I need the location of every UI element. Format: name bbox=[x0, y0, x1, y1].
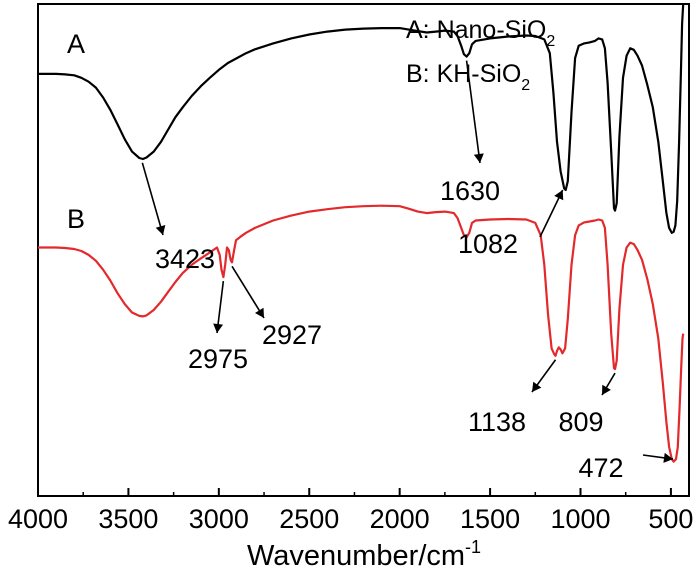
annotation-1630: 1630 bbox=[440, 60, 500, 206]
x-axis-tick-labels: 4000 3500 3000 2500 2000 1500 1000 500 bbox=[8, 504, 693, 534]
series-b-line bbox=[38, 204, 685, 463]
legend-entry-b: B: KH-SiO2 bbox=[406, 60, 530, 94]
annotation-label-472: 472 bbox=[578, 453, 623, 483]
x-tick-label-500: 500 bbox=[648, 504, 693, 534]
annotation-label-1138: 1138 bbox=[468, 407, 526, 437]
annotation-arrow-1630 bbox=[465, 60, 481, 164]
peak-annotations: 3423 1630 1082 2975 2927 1138 809 472 bbox=[141, 60, 674, 483]
annotation-label-1082: 1082 bbox=[458, 229, 518, 259]
series-a-line bbox=[38, 3, 685, 234]
annotation-arrowhead-472 bbox=[663, 452, 673, 463]
curve-label-b: B bbox=[67, 204, 85, 234]
annotation-label-2975: 2975 bbox=[188, 344, 248, 374]
curve-label-a: A bbox=[67, 29, 85, 59]
annotation-1138: 1138 bbox=[468, 359, 557, 437]
annotation-arrow-2927 bbox=[231, 265, 265, 319]
annotation-label-1630: 1630 bbox=[440, 176, 500, 206]
x-tick-label-4000: 4000 bbox=[8, 504, 68, 534]
annotation-809: 809 bbox=[558, 372, 616, 437]
x-tick-label-1500: 1500 bbox=[460, 504, 520, 534]
legend-entry-a: A: Nano-SiO2 bbox=[406, 16, 555, 50]
x-tick-label-3000: 3000 bbox=[189, 504, 249, 534]
annotation-3423: 3423 bbox=[141, 162, 215, 274]
x-axis-ticks bbox=[37, 488, 672, 496]
x-tick-label-1000: 1000 bbox=[550, 504, 610, 534]
annotation-arrowhead-1082 bbox=[554, 189, 564, 201]
annotation-2927: 2927 bbox=[231, 265, 322, 350]
curve-labels: AB bbox=[67, 29, 85, 234]
annotation-2975: 2975 bbox=[188, 280, 248, 374]
x-tick-label-3500: 3500 bbox=[98, 504, 158, 534]
legend: A: Nano-SiO2 B: KH-SiO2 bbox=[406, 16, 555, 94]
annotation-1082: 1082 bbox=[458, 189, 564, 259]
annotation-arrowhead-2975 bbox=[213, 323, 224, 333]
annotation-label-3423: 3423 bbox=[155, 244, 215, 274]
annotation-arrowhead-3423 bbox=[155, 224, 166, 235]
series-group bbox=[38, 3, 685, 463]
annotation-arrowhead-809 bbox=[602, 384, 611, 395]
annotation-arrowhead-2927 bbox=[255, 307, 264, 318]
annotation-label-809: 809 bbox=[558, 407, 603, 437]
annotation-arrowhead-1630 bbox=[473, 153, 484, 163]
annotation-label-2927: 2927 bbox=[262, 320, 322, 350]
plot-frame bbox=[37, 3, 690, 497]
annotation-472: 472 bbox=[578, 452, 674, 483]
annotation-arrowhead-1138 bbox=[532, 381, 542, 392]
x-axis-label: Wavenumber/cm-1 bbox=[247, 537, 481, 572]
x-tick-label-2000: 2000 bbox=[370, 504, 430, 534]
x-tick-label-2500: 2500 bbox=[279, 504, 339, 534]
annotation-arrow-3423 bbox=[141, 162, 164, 236]
